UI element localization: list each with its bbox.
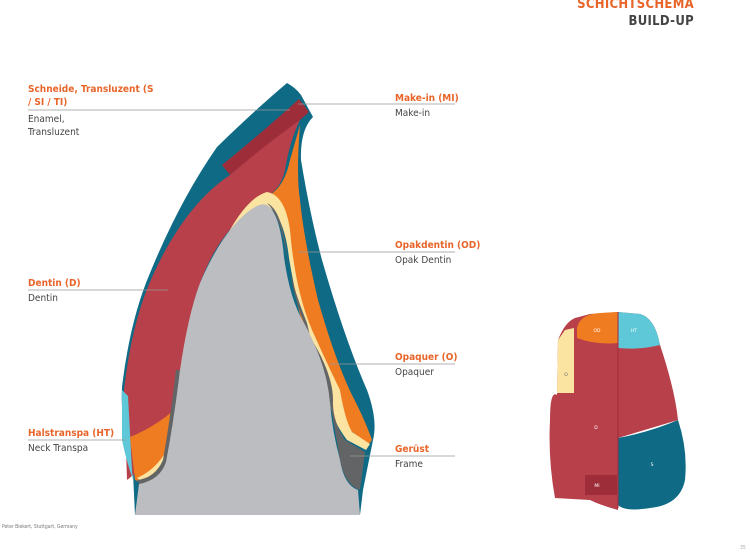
- layer-neck-transpa: [122, 390, 133, 480]
- label-frame-de: Gerüst: [395, 444, 429, 455]
- schema-opaquer: [557, 328, 574, 393]
- schema-label-ht: HT: [631, 328, 637, 334]
- schema-label-d: D: [594, 425, 598, 431]
- schema-make-in: [585, 475, 617, 495]
- layer-make-in: [222, 99, 309, 175]
- label-enamel-en: Enamel, Transluzent: [28, 114, 80, 138]
- label-make-in: Make-in (MI) Make-in: [395, 92, 459, 120]
- header-title: SCHICHTSCHEMA: [577, 0, 694, 12]
- schema-neck-transpa: [618, 312, 660, 349]
- label-opak-dentin-de: Opakdentin (OD): [395, 240, 481, 251]
- photo-credit: Peter Biekert, Stuttgart, Germany: [2, 524, 78, 530]
- label-opak-dentin-en: Opak Dentin: [395, 255, 452, 266]
- label-make-in-de: Make-in (MI): [395, 93, 459, 104]
- schema-enamel: [618, 420, 686, 510]
- page-number: 35: [740, 545, 746, 551]
- layer-schema-front-view: [549, 312, 686, 510]
- label-dentin-en: Dentin: [28, 293, 58, 304]
- layer-opak-dentin: [130, 125, 372, 483]
- schema-label-o: O: [564, 372, 568, 378]
- label-opak-dentin: Opakdentin (OD) Opak Dentin: [395, 239, 480, 267]
- label-enamel-de: Schneide, Transluzent (S / SI / TI): [28, 84, 154, 108]
- layer-dentin: [124, 120, 300, 480]
- schema-opak-dentin: [577, 312, 618, 344]
- label-opaquer: Opaquer (O) Opaquer: [395, 351, 458, 379]
- layer-core: [135, 204, 360, 516]
- schema-label-s: S: [651, 462, 654, 468]
- label-neck-transpa-de: Halstranspa (HT): [28, 428, 115, 439]
- label-neck-transpa: Halstranspa (HT) Neck Transpa: [28, 427, 114, 455]
- label-dentin: Dentin (D) Dentin: [28, 277, 81, 305]
- label-frame: Gerüst Frame: [395, 443, 429, 471]
- leader-lines: [28, 103, 455, 457]
- label-opaquer-de: Opaquer (O): [395, 352, 458, 363]
- label-neck-transpa-en: Neck Transpa: [28, 443, 89, 454]
- label-enamel: Schneide, Transluzent (S / SI / TI) Enam…: [28, 83, 158, 139]
- label-dentin-de: Dentin (D): [28, 278, 81, 289]
- label-make-in-en: Make-in: [395, 108, 431, 119]
- label-opaquer-en: Opaquer: [395, 367, 434, 378]
- schema-label-mi: MI: [594, 483, 599, 489]
- label-frame-en: Frame: [395, 459, 423, 470]
- header-subtitle: BUILD-UP: [628, 14, 694, 29]
- layer-frame: [137, 203, 365, 490]
- schema-label-od: OD: [593, 328, 601, 334]
